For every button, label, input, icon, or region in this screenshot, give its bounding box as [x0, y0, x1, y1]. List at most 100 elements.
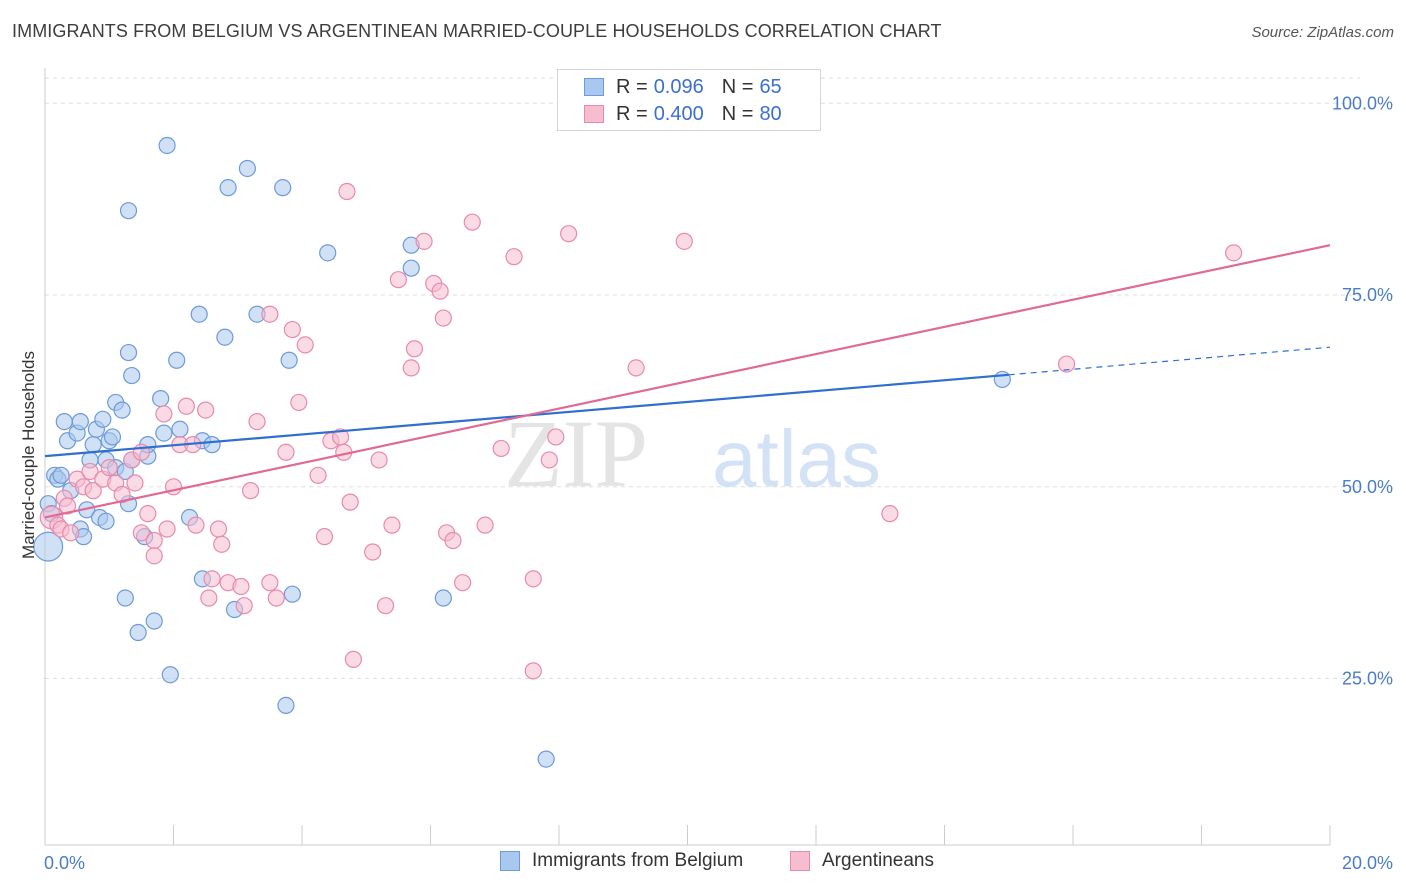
argentina-point: [187, 516, 205, 534]
argentina-point: [415, 232, 433, 250]
argentina-point: [113, 485, 131, 504]
belgium-point: [283, 585, 301, 603]
legend-label: Argentineans: [822, 850, 934, 871]
trend-lines: [44, 244, 1331, 519]
argentina-point: [341, 493, 359, 511]
argentina-point: [370, 451, 388, 469]
n-value: 65: [759, 75, 782, 98]
argentina-point: [547, 428, 565, 446]
belgium-point: [145, 612, 163, 630]
x-tick-label: 0.0%: [44, 853, 85, 873]
argentina-point: [248, 413, 266, 431]
belgium-swatch: [584, 78, 604, 96]
n-label: N =: [721, 75, 754, 98]
belgium-trend-extension: [1008, 346, 1331, 376]
argentina-point: [338, 182, 356, 201]
belgium-point: [216, 328, 234, 346]
argentina-trend-line: [44, 244, 1331, 519]
argentina-point: [209, 520, 228, 538]
y-tick-label: 50.0%: [1342, 477, 1393, 497]
belgium-point: [319, 244, 337, 262]
argentina-point: [524, 570, 542, 588]
watermark: ZIP atlas: [504, 400, 881, 507]
chart-title: IMMIGRANTS FROM BELGIUM VS ARGENTINEAN M…: [12, 21, 942, 41]
argentina-point: [277, 443, 295, 461]
argentina-point: [139, 505, 157, 523]
belgium-point: [238, 159, 256, 178]
belgium-point: [274, 179, 292, 197]
belgium-legend-swatch: [500, 851, 520, 871]
argentina-point: [283, 320, 301, 339]
argentina-point: [454, 574, 472, 592]
stats-row-belgium: R = 0.096 N = 65: [584, 74, 782, 100]
argentina-point: [431, 282, 449, 300]
stats-row-argentina: R = 0.400 N = 80: [584, 101, 782, 127]
belgium-point: [168, 351, 186, 369]
belgium-point: [203, 436, 221, 454]
legend-item-argentineans[interactable]: Argentineans: [790, 850, 934, 872]
r-value: 0.400: [653, 102, 704, 125]
argentina-point: [132, 524, 150, 542]
argentina-point: [524, 662, 542, 680]
argentina-point: [145, 547, 163, 565]
argentina-point: [463, 213, 481, 231]
argentina-point: [261, 305, 279, 323]
argentina-point: [84, 482, 102, 500]
argentina-point: [389, 271, 407, 289]
belgium-point: [158, 136, 176, 155]
belgium-point: [219, 179, 237, 197]
belgium-point: [119, 343, 138, 362]
watermark-atlas: atlas: [712, 414, 881, 503]
argentina-point: [383, 516, 401, 534]
belgium-point: [119, 202, 138, 220]
argentina-point: [177, 397, 195, 415]
y-axis-label: Married-couple Households: [19, 351, 38, 559]
argentina-point: [158, 520, 176, 538]
belgium-point: [97, 512, 115, 530]
argentina-point: [267, 589, 285, 607]
argentina-point: [58, 497, 77, 515]
belgium-point: [84, 436, 102, 454]
argentina-point: [145, 531, 163, 550]
argentina-point: [315, 528, 334, 546]
y-tick-label: 25.0%: [1342, 669, 1393, 689]
argentina-point: [296, 336, 314, 354]
argentina-point: [444, 531, 462, 550]
argentina-point: [675, 232, 693, 250]
argentina-point: [1057, 355, 1076, 373]
argentina-point: [62, 524, 80, 542]
belgium-point: [71, 413, 89, 431]
belgium-point: [116, 589, 134, 607]
argentina-point: [309, 466, 327, 484]
belgium-point: [171, 420, 189, 438]
argentina-point: [232, 577, 250, 596]
source-label: Source: ZipAtlas.com: [1251, 24, 1394, 41]
argentina-point: [235, 597, 253, 615]
y-tick-label: 100.0%: [1332, 93, 1393, 113]
axes: [44, 68, 1331, 846]
series-legend: Immigrants from Belgium Argentineans: [0, 850, 1406, 878]
belgium-point: [155, 424, 173, 442]
r-label: R =: [616, 102, 648, 125]
belgium-point: [402, 259, 420, 277]
argentina-point: [242, 482, 260, 500]
argentina-point: [100, 459, 118, 477]
legend-item-belgium[interactable]: Immigrants from Belgium: [500, 850, 743, 872]
belgium-point: [94, 410, 112, 428]
belgium-point: [33, 531, 64, 562]
argentina-point: [261, 574, 279, 592]
belgium-point: [277, 696, 295, 715]
argentina-point: [627, 359, 645, 377]
argentina-swatch: [584, 105, 604, 123]
belgium-point: [152, 389, 170, 408]
argentina-point: [290, 393, 308, 412]
argentina-point: [492, 439, 510, 458]
y-tick-label: 75.0%: [1342, 285, 1393, 305]
argentina-point: [402, 359, 420, 377]
argentina-point: [126, 474, 144, 492]
belgium-point: [190, 305, 208, 323]
tick-labels: 100.0% 75.0% 50.0% 25.0% 0.0% 20.0%: [44, 93, 1393, 873]
argentina-point: [405, 340, 424, 358]
argentina-point: [155, 405, 173, 423]
r-label: R =: [616, 75, 648, 98]
